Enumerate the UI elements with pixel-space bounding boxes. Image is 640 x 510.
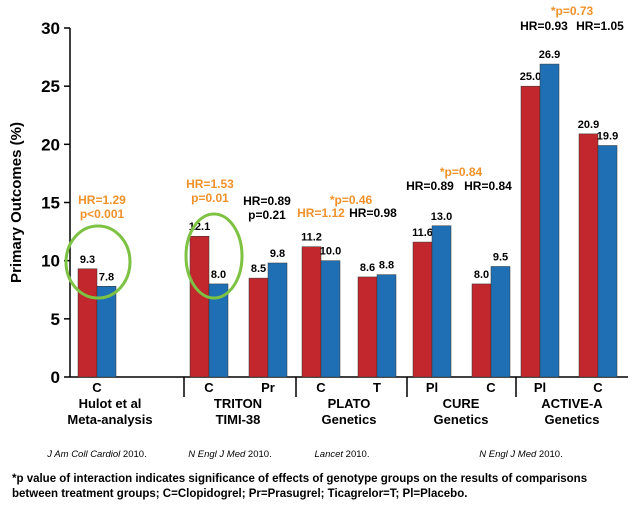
bar bbox=[248, 277, 269, 378]
reference-citation: J Am Coll Cardiol 2010. bbox=[46, 449, 146, 460]
group-label: CURE bbox=[443, 396, 480, 411]
subgroup-label: C bbox=[486, 380, 496, 395]
group-label: Genetics bbox=[322, 412, 377, 427]
reference-year: 2010. bbox=[343, 449, 369, 460]
group-label: PLATO bbox=[328, 396, 371, 411]
bar-value-label: 8.5 bbox=[251, 263, 266, 275]
bar bbox=[539, 63, 560, 378]
reference-year: 2010. bbox=[120, 449, 146, 460]
annotation-text: *p=0.84 bbox=[440, 165, 483, 179]
reference-year: 2010. bbox=[536, 449, 562, 460]
annotation-text: HR=0.89 bbox=[243, 194, 291, 208]
bar bbox=[267, 262, 288, 378]
bar-value-label: 20.9 bbox=[578, 119, 599, 131]
bar-value-label: 9.8 bbox=[270, 248, 285, 260]
reference-journal: Lancet bbox=[315, 449, 344, 460]
bar-value-label: 11.2 bbox=[301, 232, 322, 244]
highlight-circle bbox=[184, 212, 244, 300]
reference-journal: J Am Coll Cardiol bbox=[46, 449, 121, 460]
bar-value-label: 10.0 bbox=[320, 246, 341, 258]
bar-value-label: 8.8 bbox=[379, 260, 394, 272]
bar bbox=[320, 260, 341, 378]
y-tick-label: 5 bbox=[51, 310, 60, 329]
y-tick-label: 30 bbox=[41, 19, 60, 38]
bar bbox=[189, 235, 210, 378]
bar-value-label: 7.8 bbox=[99, 271, 114, 283]
y-tick-label: 20 bbox=[41, 135, 60, 154]
group-label: TIMI-38 bbox=[216, 412, 261, 427]
y-tick-label: 0 bbox=[51, 368, 60, 387]
annotation-text: HR=0.89 bbox=[406, 179, 454, 193]
annotation-text: p=0.21 bbox=[248, 208, 286, 222]
group-label: Hulot et al bbox=[79, 396, 142, 411]
reference-citation: Lancet 2010. bbox=[315, 449, 370, 460]
bar bbox=[412, 241, 433, 378]
bar bbox=[490, 266, 511, 378]
reference-journal: N Engl J Med bbox=[479, 449, 537, 460]
subgroup-label: C bbox=[204, 380, 214, 395]
y-axis-title: Primary Outcomes (%) bbox=[8, 122, 25, 283]
highlight-circle bbox=[64, 224, 132, 300]
subgroup-label: T bbox=[373, 380, 381, 395]
bar bbox=[357, 276, 378, 378]
subgroup-label: Pl bbox=[426, 380, 438, 395]
annotation-text: HR=1.53 bbox=[186, 177, 234, 191]
group-label: Genetics bbox=[545, 412, 600, 427]
group-label: ACTIVE-A bbox=[541, 396, 603, 411]
group-label: Meta-analysis bbox=[67, 412, 152, 427]
annotation-text: *p=0.73 bbox=[551, 4, 594, 18]
subgroup-label: C bbox=[316, 380, 326, 395]
annotation-text: p<0.001 bbox=[80, 207, 125, 221]
subgroup-label: Pl bbox=[534, 380, 546, 395]
bar-value-label: 13.0 bbox=[431, 211, 452, 223]
bar bbox=[208, 283, 229, 378]
annotation-text: p=0.01 bbox=[191, 191, 229, 205]
reference-journal: N Engl J Med bbox=[188, 449, 246, 460]
reference-citation: N Engl J Med 2010. bbox=[188, 449, 271, 460]
annotation-text: HR=1.05 bbox=[576, 19, 624, 33]
bar-value-label: 11.6 bbox=[412, 227, 433, 239]
subgroup-label: C bbox=[92, 380, 102, 395]
bar-value-label: 9.5 bbox=[493, 251, 508, 263]
footnote: *p value of interaction indicates signif… bbox=[12, 473, 588, 500]
subgroup-label: C bbox=[593, 380, 603, 395]
annotation-text: HR=0.84 bbox=[464, 179, 512, 193]
bar-value-label: 8.0 bbox=[474, 269, 489, 281]
bar bbox=[77, 268, 98, 378]
group-label: Genetics bbox=[434, 412, 489, 427]
bar-value-label: 26.9 bbox=[539, 49, 560, 61]
bar-value-label: 25.0 bbox=[520, 71, 541, 83]
reference-citation: N Engl J Med 2010. bbox=[479, 449, 562, 460]
bar-value-label: 8.0 bbox=[211, 269, 226, 281]
group-label: TRITON bbox=[214, 396, 262, 411]
bar bbox=[520, 85, 541, 378]
bar bbox=[301, 246, 322, 378]
bar bbox=[431, 225, 452, 378]
reference-year: 2010. bbox=[245, 449, 271, 460]
y-tick-label: 25 bbox=[41, 77, 60, 96]
annotation-text: *p=0.46 bbox=[330, 193, 373, 207]
bar-value-label: 19.9 bbox=[597, 130, 618, 142]
bar bbox=[597, 145, 618, 378]
bar-value-label: 8.6 bbox=[360, 262, 375, 274]
annotation-text: HR=1.29 bbox=[78, 193, 126, 207]
bar bbox=[471, 283, 492, 378]
annotation-text: HR=0.93 bbox=[520, 19, 568, 33]
annotation-text: HR=0.98 bbox=[349, 206, 397, 220]
bar bbox=[96, 286, 117, 378]
subgroup-label: Pr bbox=[261, 380, 275, 395]
y-tick-label: 15 bbox=[41, 194, 60, 213]
bar bbox=[578, 133, 599, 378]
annotation-text: HR=1.12 bbox=[297, 206, 345, 220]
y-tick-label: 10 bbox=[41, 252, 60, 271]
bar bbox=[376, 274, 397, 378]
bar-value-label: 9.3 bbox=[80, 254, 95, 266]
